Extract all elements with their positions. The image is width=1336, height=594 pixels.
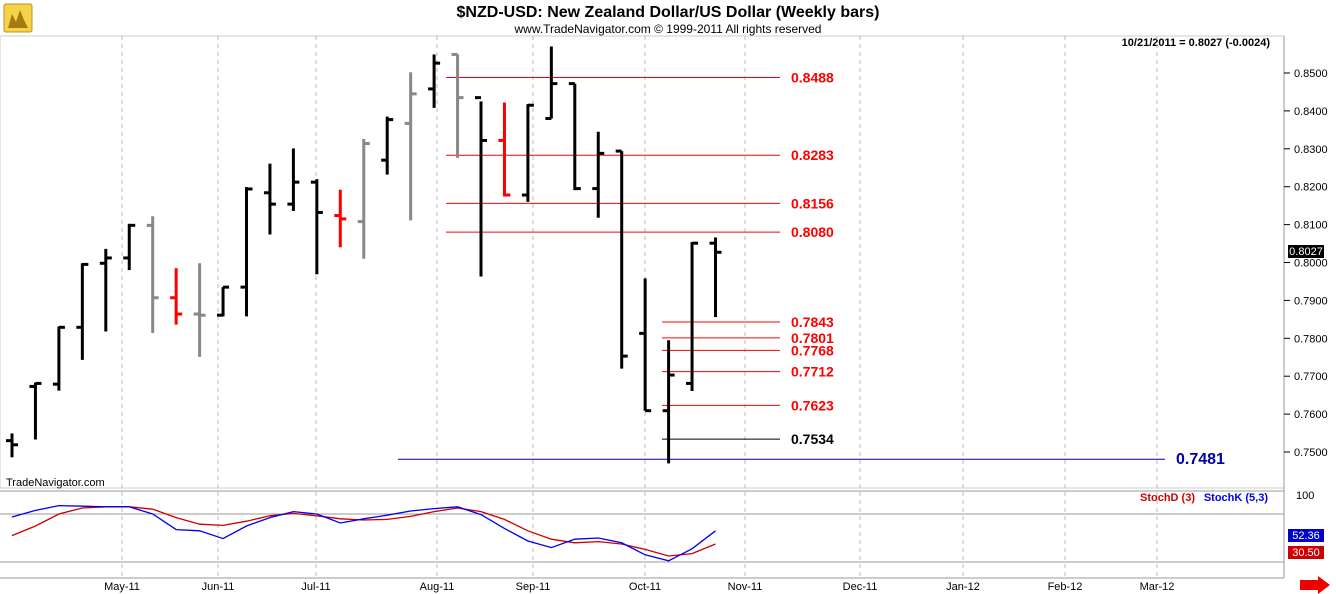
level-label: 0.7712 [791,364,834,380]
copyright-subtitle: www.TradeNavigator.com © 1999-2011 All r… [514,22,822,36]
ohlc-bar [357,138,370,259]
stoch-k-value: 52.36 [1292,530,1320,542]
x-tick-label: Dec-11 [843,581,878,593]
x-tick-label: Jun-11 [202,581,235,593]
ohlc-bar [6,433,18,458]
level-label: 0.8156 [791,195,834,211]
last-price-info: 10/21/2011 = 0.8027 (-0.0024) [1122,37,1271,49]
ohlc-bar [568,82,581,191]
ohlc-bar [146,216,159,333]
price-panel-frame [0,35,1285,489]
right-arrow-icon[interactable] [1300,576,1330,594]
level-label: 0.8488 [791,70,834,86]
ohlc-bar [662,340,675,464]
y-tick-label: 0.8300 [1294,144,1328,156]
logo-icon[interactable] [3,3,33,33]
stoch-axis-100: 100 [1296,490,1314,502]
ohlc-bar [475,96,487,277]
x-tick-label: May-11 [104,581,140,593]
stoch-d-value: 30.50 [1292,547,1320,559]
stoch-k-tag: 52.36 [1288,529,1324,542]
price-axis: 0.7500 0.7600 0.7700 0.7800 0.7900 0.8000 0.81… [1284,68,1328,459]
ohlc-bar [310,179,323,275]
y-tick-label: 0.8200 [1294,182,1328,194]
y-tick-label: 0.8400 [1294,106,1328,118]
x-tick-label: Nov-11 [728,581,763,593]
ohlc-bar [451,52,464,158]
level-label: 0.8080 [791,224,834,240]
level-label: 0.7843 [791,314,834,330]
y-tick-label: 0.7800 [1294,333,1328,345]
level-label: 0.7768 [791,342,834,358]
date-axis: May-11 Jun-11 Jul-11 Aug-11 Sep-11 Oct-11 Nov-… [104,581,1174,593]
ohlc-bar [404,72,417,221]
y-tick-label: 0.7700 [1294,371,1328,383]
ohlc-bar [52,325,65,391]
ohlc-bar [686,241,699,391]
ohlc-bar [709,237,722,318]
stoch-k-legend: StochK (5,3) [1204,492,1269,504]
y-tick-label: 0.7600 [1294,409,1328,421]
stoch-k-line [11,504,716,562]
y-tick-label: 0.8500 [1294,68,1328,80]
ohlc-bar [334,189,347,248]
ohlc-bar [29,381,42,440]
ohlc-bar [170,268,183,325]
x-tick-label: Jan-12 [946,581,980,593]
stoch-d-tag: 30.50 [1288,546,1324,559]
x-tick-label: Oct-11 [629,581,661,593]
x-tick-label: Aug-11 [420,581,455,593]
watermark: TradeNavigator.com [6,477,105,489]
ohlc-bar [498,102,511,197]
stochastic-lines [11,504,716,562]
ohlc-bar [639,278,652,413]
level-label: 0.8283 [791,147,834,163]
ohlc-bar [240,187,253,317]
ohlc-bar [615,149,628,369]
y-tick-label: 0.8100 [1294,220,1328,232]
x-tick-label: Mar-12 [1140,581,1175,593]
ohlc-bar [123,223,136,271]
ohlc-bar [381,116,394,175]
x-tick-label: Feb-12 [1048,581,1083,593]
ohlc-bar [263,163,276,235]
level-label: 0.7623 [791,397,834,413]
vertical-gridlines [121,36,1158,578]
ohlc-bar [428,54,441,108]
ohlc-bar [521,103,534,202]
ohlc-bar [193,263,206,357]
level-label: 0.7534 [791,431,834,447]
ohlc-bar [99,248,112,332]
ohlc-bar [217,285,230,317]
x-tick-label: Jul-11 [301,581,330,593]
ohlc-bar [545,46,558,120]
stoch-d-legend: StochD (3) [1140,492,1195,504]
ohlc-bar [592,131,605,218]
x-tick-label: Sep-11 [516,581,551,593]
last-price-tag-label: 0.8027 [1289,246,1323,258]
level-label: 0.7481 [1176,451,1225,468]
fib-levels: 0.84880.82830.81560.80800.78430.78010.77… [398,70,1225,468]
y-tick-label: 0.7500 [1294,447,1328,459]
y-tick-label: 0.7900 [1294,295,1328,307]
last-price-tag: 0.8027 [1288,245,1324,258]
price-bars [6,46,722,464]
ohlc-bar [287,148,300,211]
ohlc-bar [76,262,89,360]
chart-title: $NZD-USD: New Zealand Dollar/US Dollar (… [457,4,880,21]
y-tick-label: 0.8000 [1294,258,1328,270]
level-label: 0.7801 [791,330,834,346]
